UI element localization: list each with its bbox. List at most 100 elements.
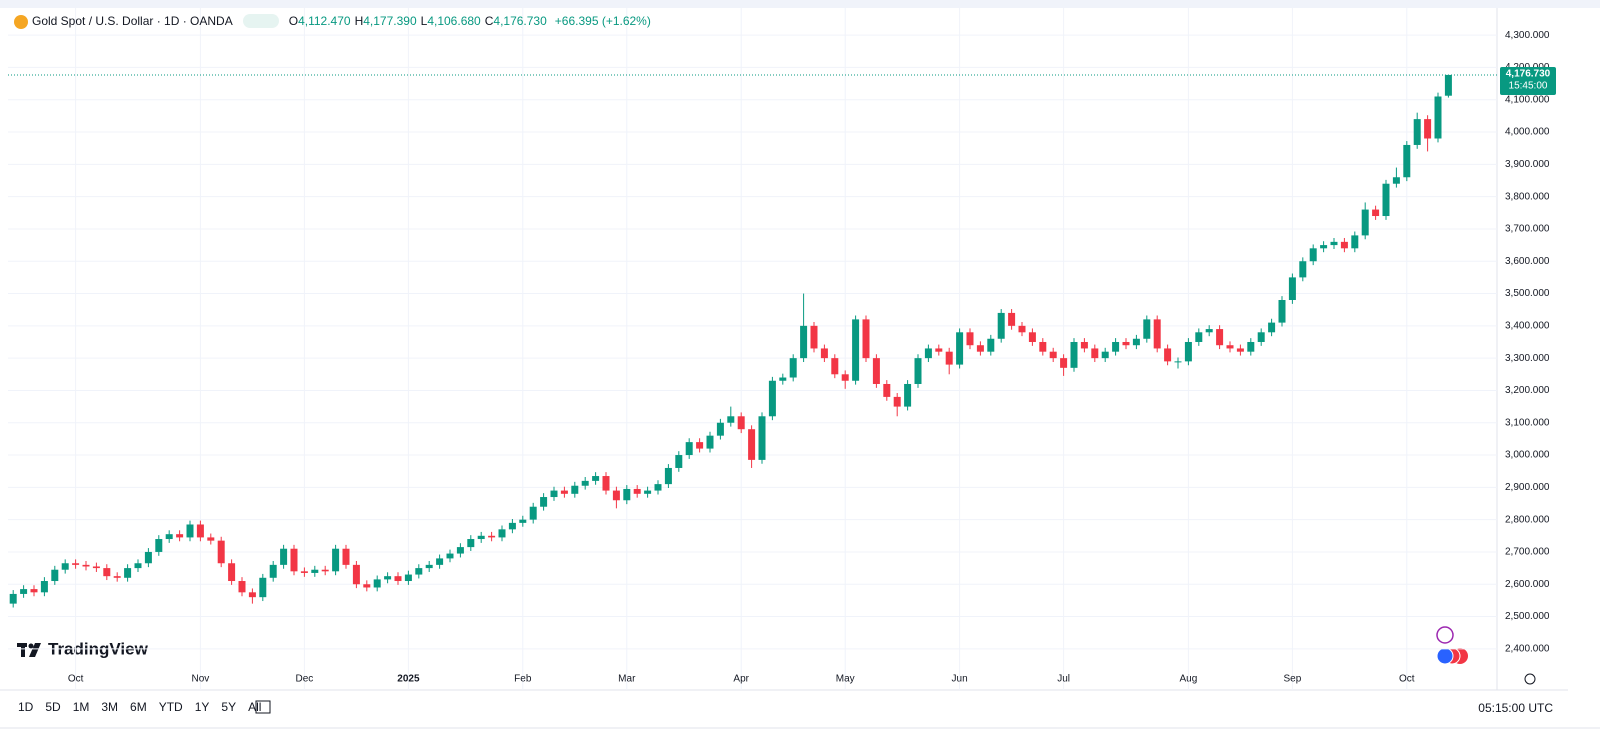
candle-body (1424, 119, 1432, 139)
candle-body (664, 467, 672, 485)
candle-body (124, 568, 132, 578)
candle-body (716, 422, 724, 436)
logo-part (29, 643, 41, 657)
range-button[interactable]: YTD (158, 700, 183, 714)
range-button[interactable]: 5D (45, 700, 61, 714)
ohlc-value: 4,106.680 (427, 14, 481, 28)
candle-body (1039, 341, 1047, 352)
candle-body (1132, 338, 1140, 346)
candle-body (1049, 351, 1057, 359)
range-button[interactable]: All (248, 700, 262, 714)
candle-body (571, 485, 579, 494)
ohlc-key: L (420, 14, 428, 28)
y-tick-label: 3,500.000 (1505, 288, 1550, 299)
y-tick-label: 3,000.000 (1505, 450, 1550, 461)
candle-body (893, 396, 901, 407)
event-icon[interactable] (1436, 626, 1454, 644)
candle-body (727, 416, 735, 423)
candle-body (768, 380, 776, 417)
candle-body (602, 476, 610, 491)
ohlc-key: C (484, 14, 494, 28)
x-tick-label: Oct (68, 674, 84, 685)
candle-body (321, 569, 329, 572)
candle-body (196, 524, 204, 538)
candle-body (20, 589, 28, 594)
range-button[interactable]: 1D (18, 700, 34, 714)
y-tick-label: 3,200.000 (1505, 385, 1550, 396)
candle-body (1028, 332, 1036, 342)
candle-body (1382, 183, 1390, 217)
x-tick-label: 2025 (397, 674, 420, 685)
candle-body (831, 358, 839, 375)
candle-body (1226, 345, 1234, 349)
candle-body (488, 535, 496, 538)
y-tick-label: 2,600.000 (1505, 579, 1550, 590)
candle-body (1122, 341, 1130, 346)
candle-body (446, 553, 454, 559)
candle-body (186, 524, 194, 538)
candle-body (342, 548, 350, 565)
logo-part (28, 643, 34, 649)
symbol-title: Gold Spot / U.S. Dollar · 1D · OANDA (32, 14, 233, 28)
candle-body (529, 506, 537, 520)
y-tick-label: 3,700.000 (1505, 224, 1550, 235)
x-tick-label: Aug (1180, 674, 1198, 685)
candle-body (238, 581, 246, 593)
candle-body (259, 577, 267, 598)
candle-body (675, 455, 683, 468)
y-tick-label: 4,300.000 (1505, 30, 1550, 41)
x-tick-label: May (836, 674, 855, 685)
candle-body (40, 581, 48, 593)
candle-body (30, 589, 38, 593)
x-tick-label: Jun (952, 674, 968, 685)
status-pill (242, 14, 279, 28)
range-button[interactable]: 1M (72, 700, 90, 714)
candle-body (1372, 209, 1380, 217)
candle-body (1268, 322, 1276, 333)
candle-body (1288, 277, 1296, 300)
candle-body (956, 332, 964, 365)
range-button[interactable]: 3M (101, 700, 119, 714)
settings-icon[interactable] (1524, 673, 1536, 685)
x-tick-label: Dec (296, 674, 314, 685)
candle-body (1091, 348, 1099, 359)
y-tick-label: 2,500.000 (1505, 611, 1550, 622)
candle-body (779, 377, 787, 381)
range-button[interactable]: 1Y (194, 700, 210, 714)
candle-body (1403, 144, 1411, 178)
candle-body (800, 325, 808, 359)
range-button[interactable]: 5Y (221, 700, 237, 714)
candle-body (1153, 319, 1161, 349)
candle-body (508, 522, 516, 530)
x-tick-label: Jul (1057, 674, 1070, 685)
ohlc-key: O (288, 14, 299, 28)
y-tick-label: 3,800.000 (1505, 191, 1550, 202)
x-tick-label: Nov (192, 674, 210, 685)
date-range-icon[interactable] (255, 700, 271, 714)
candle-body (623, 488, 631, 501)
price-tag (1500, 66, 1556, 95)
x-tick-label: Mar (618, 674, 636, 685)
candle-body (945, 351, 953, 365)
y-tick-label: 2,800.000 (1505, 514, 1550, 525)
candle-body (1080, 341, 1088, 349)
candle-body (1112, 341, 1120, 352)
event-icon[interactable] (1436, 647, 1454, 665)
change: +66.395 (+1.62%) (554, 14, 651, 28)
candle-body (404, 574, 412, 582)
candle-body (1257, 332, 1265, 342)
grid (8, 8, 1497, 690)
candle-body (92, 566, 100, 569)
candle-body (72, 563, 80, 565)
candle-body (1060, 358, 1068, 368)
candle-body (1247, 341, 1255, 352)
x-tick-label: Apr (733, 674, 749, 685)
range-button[interactable]: 6M (130, 700, 147, 714)
candle-body (1361, 209, 1369, 236)
candle-body (269, 564, 277, 578)
logo-part (21, 643, 25, 657)
candle-body (789, 358, 797, 378)
logo-mark (17, 643, 41, 657)
candle-body (1351, 235, 1359, 249)
